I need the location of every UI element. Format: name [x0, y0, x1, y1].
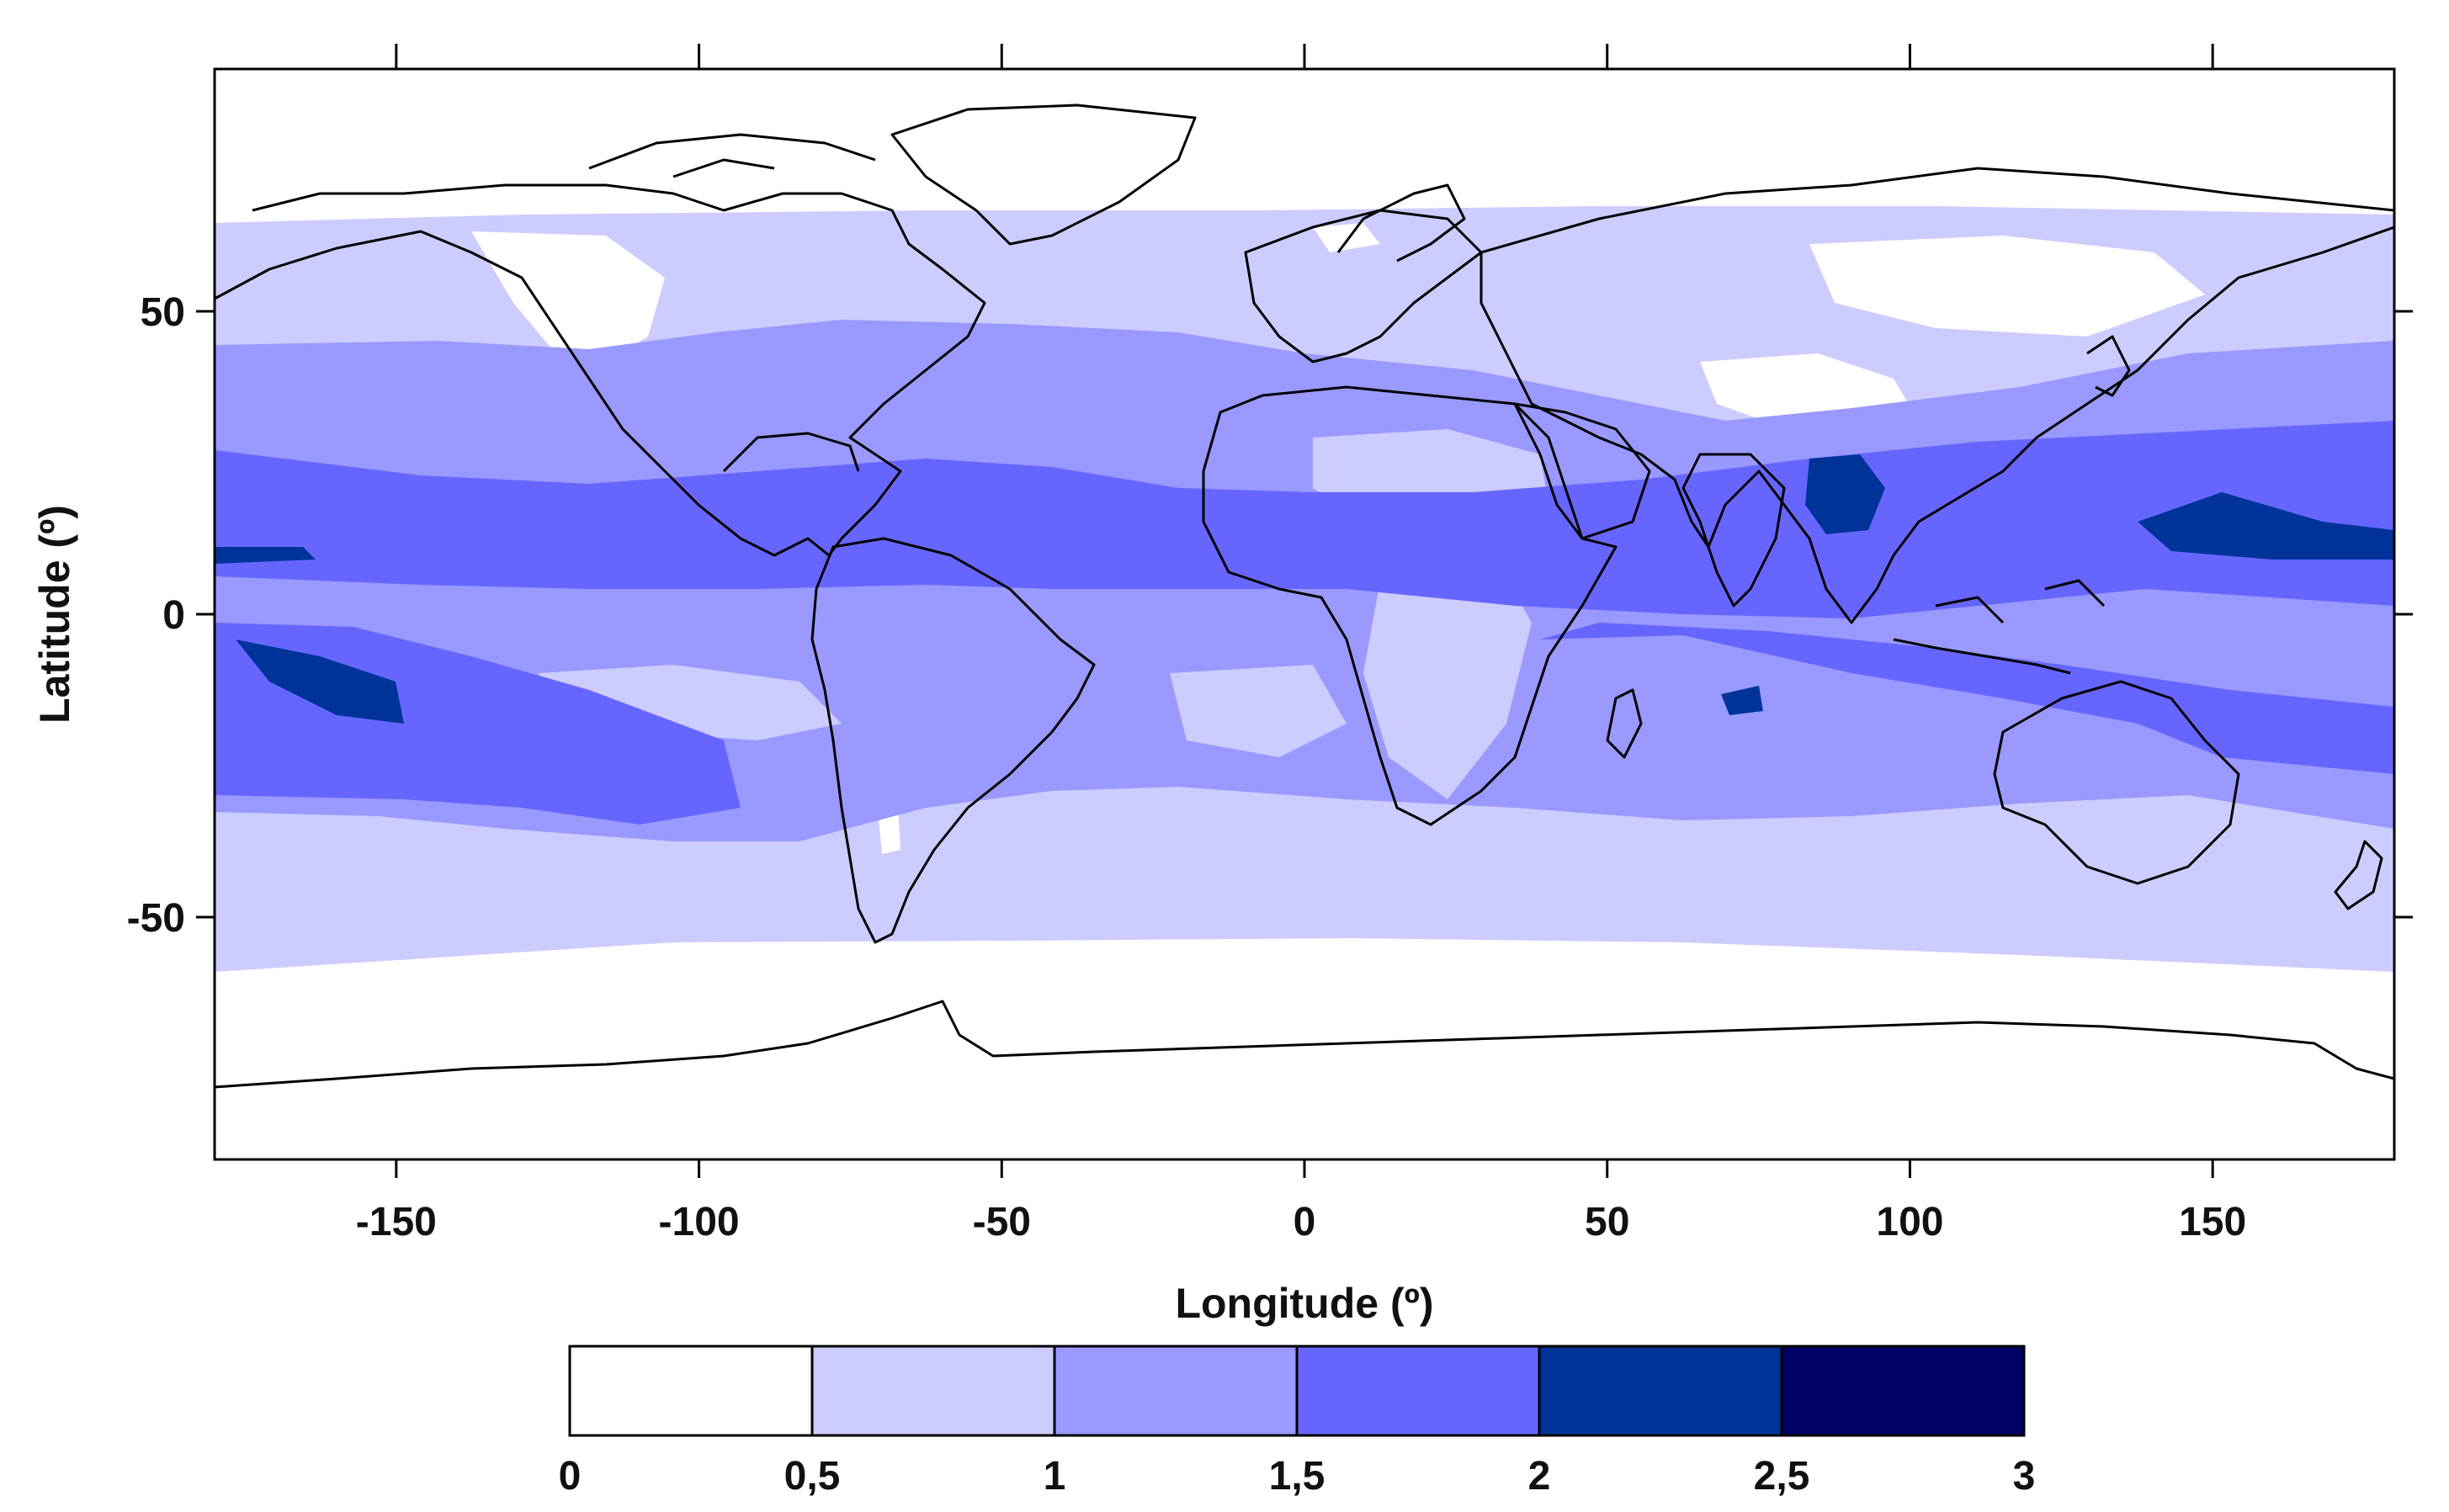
- coastline-indonesia: [1893, 579, 2106, 675]
- colorbar-bin: [1780, 1345, 2026, 1437]
- coastline-madagascar: [1606, 688, 1643, 759]
- contour-max-south-pacific: [236, 639, 404, 724]
- colorbar-label: 2,5: [1754, 1454, 1810, 1499]
- coastline-india: [1681, 453, 1786, 607]
- x-axis-label: Longitude (º): [1175, 1280, 1433, 1327]
- y-tick-label: -50: [127, 896, 185, 941]
- colorbar-label: 2: [1528, 1454, 1551, 1499]
- y-tick-label: 0: [162, 593, 185, 638]
- coastline-asia: [1479, 167, 2394, 624]
- colorbar-label: 3: [2013, 1454, 2036, 1499]
- colorbar-bin: [1538, 1345, 1783, 1437]
- x-axis-ticks: [395, 44, 2214, 1178]
- x-tick-label: 50: [1585, 1200, 1629, 1244]
- x-tick-label: -100: [659, 1200, 740, 1244]
- contour-max-west-pacific: [2138, 492, 2394, 560]
- y-axis-label: Latitude (º): [31, 505, 78, 724]
- contour-low-europe: [1313, 223, 1380, 252]
- coastline-antarctica: [215, 1000, 2394, 1089]
- y-tick-labels: 50 0 -50: [127, 290, 185, 941]
- colorbar-bin: [1053, 1345, 1299, 1437]
- coastlines: [215, 103, 2394, 1089]
- colorbar-label: 1: [1044, 1454, 1066, 1499]
- colorbar: [568, 1345, 2026, 1437]
- colorbar-label: 0,5: [784, 1454, 841, 1499]
- colorbar-label: 0: [559, 1454, 582, 1499]
- colorbar-bin: [1295, 1345, 1541, 1437]
- y-axis-ticks: [196, 310, 2413, 919]
- coastline-new-zealand: [2334, 840, 2383, 910]
- y-tick-label: 50: [141, 290, 185, 335]
- coastline-arabia: [1513, 402, 1651, 540]
- x-tick-labels: -150 -100 -50 0 50 100 150: [356, 1200, 2246, 1244]
- coastline-japan: [2086, 335, 2131, 397]
- colorbar-bin: [810, 1345, 1056, 1437]
- contour-east-atlantic: [1170, 665, 1347, 757]
- x-tick-label: 0: [1294, 1200, 1316, 1244]
- colorbar-bin: [568, 1345, 814, 1437]
- field-layer: [215, 69, 2394, 1159]
- contour-low-north-america: [471, 231, 665, 362]
- x-tick-label: -150: [356, 1200, 437, 1244]
- coastline-scandinavia: [1336, 183, 1466, 263]
- coastline-australia: [1993, 680, 2240, 885]
- contour-southern-africa: [1363, 564, 1532, 799]
- coastline-gulf: [722, 432, 860, 473]
- x-tick-label: 100: [1876, 1200, 1943, 1244]
- contour-max-central-pacific: [215, 547, 316, 564]
- contour-south-indian-band: [1540, 623, 2394, 774]
- contour-max-bay-of-bengal: [1805, 454, 1885, 534]
- x-tick-label: -50: [973, 1200, 1031, 1244]
- x-tick-label: 150: [2179, 1200, 2246, 1244]
- contour-max-indian-ocean: [1721, 686, 1763, 715]
- contour-low-siberia: [1809, 236, 2205, 337]
- coastline-canadian-arctic: [588, 133, 876, 178]
- coastline-north-america: [215, 183, 986, 557]
- coastline-south-america: [810, 537, 1096, 944]
- colorbar-label: 1,5: [1269, 1454, 1325, 1499]
- colorbar-labels: 0 0,5 1 1,5 2 2,5 3: [559, 1454, 2036, 1499]
- coastline-greenland: [890, 103, 1197, 246]
